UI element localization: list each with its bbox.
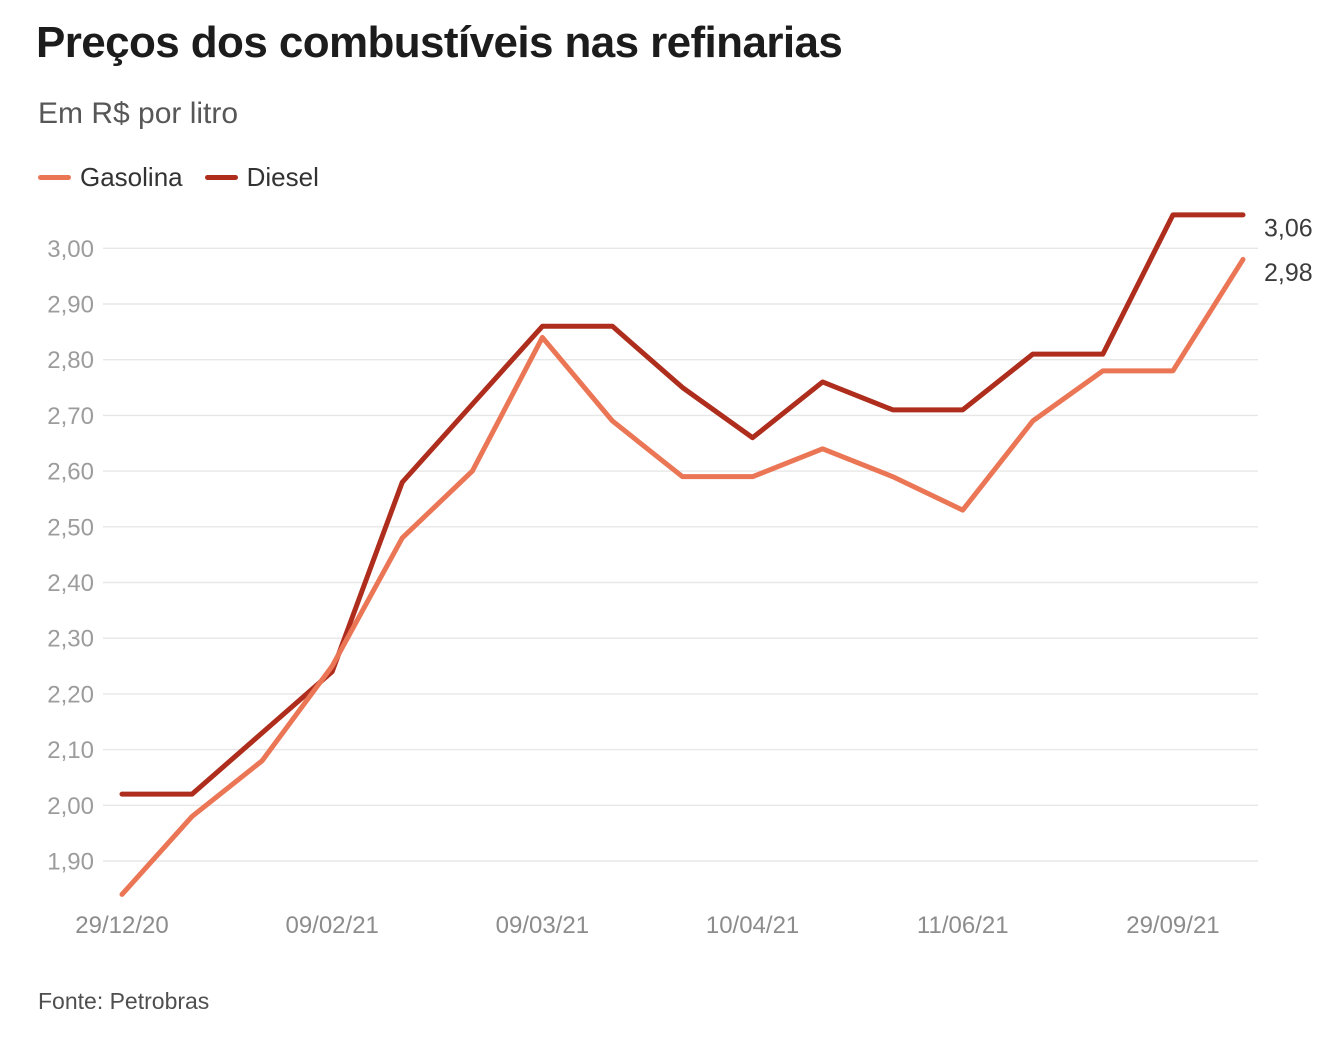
diesel-end-value-label: 3,06 [1264,214,1313,242]
x-axis-tick-label: 29/09/21 [1126,912,1219,939]
y-axis-tick-label: 2,40 [47,570,94,597]
y-axis-tick-label: 2,30 [47,626,94,653]
legend-item-diesel: Diesel [204,162,319,193]
y-axis-tick-label: 2,10 [47,737,94,764]
y-axis-tick-label: 2,50 [47,514,94,541]
gasolina-line-swatch-icon [38,175,71,180]
x-axis-tick-label: 10/04/21 [706,912,799,939]
y-axis-tick-label: 3,00 [47,236,94,263]
gasolina-end-value-label: 2,98 [1264,259,1313,287]
source-credit: Fonte: Petrobras [38,988,210,1014]
diesel-line [119,212,1246,797]
y-axis-tick-label: 2,20 [47,681,94,708]
chart-legend: Gasolina Diesel [38,162,319,193]
legend-label-diesel: Diesel [246,162,319,192]
y-axis-tick-label: 2,90 [47,292,94,319]
y-axis-tick-label: 2,70 [47,403,94,430]
y-axis-tick-label: 1,90 [47,849,94,876]
page-title: Preços dos combustíveis nas refinarias [36,18,843,67]
x-axis-tick-label: 29/12/20 [75,912,168,939]
chart-subtitle: Em R$ por litro [38,97,239,130]
legend-label-gasolina: Gasolina [80,162,183,192]
diesel-line-swatch-icon [204,175,238,180]
y-axis-tick-label: 2,60 [47,459,94,486]
x-axis-tick-label: 09/02/21 [285,912,378,939]
x-axis-tick-label: 11/06/21 [917,912,1009,939]
y-axis-tick-label: 2,80 [47,347,94,374]
y-axis-tick-label: 2,00 [47,793,94,820]
x-axis-tick-label: 09/03/21 [496,912,589,939]
legend-item-gasolina: Gasolina [38,162,183,193]
gasolina-line [119,256,1246,897]
